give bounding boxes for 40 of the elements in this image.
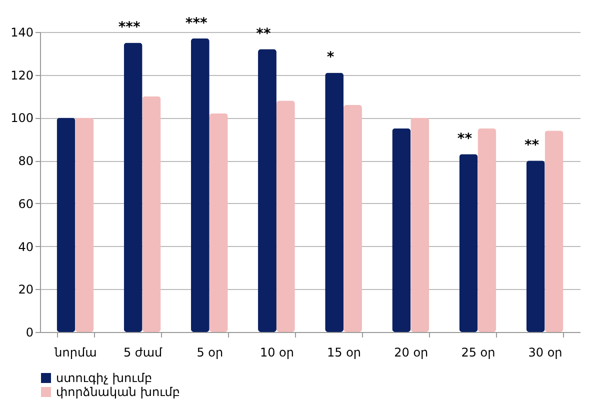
bar (75, 118, 94, 332)
bar (478, 128, 496, 332)
bar (56, 118, 76, 332)
bar (392, 128, 411, 332)
x-tick-label: 15 օր (327, 346, 362, 360)
y-tick-label: 40 (18, 240, 34, 254)
bar (142, 96, 161, 332)
annotation: *** (185, 15, 208, 32)
y-tick-label: 60 (18, 196, 34, 211)
bar (410, 118, 430, 332)
bar (325, 72, 344, 332)
legend-label: ստուգիչ խումբ (56, 371, 152, 385)
bar (459, 154, 478, 332)
x-tick-label: 5 ժամ (123, 346, 163, 360)
bar (209, 113, 228, 332)
y-tick-label: 120 (10, 68, 34, 82)
y-tick-label: 80 (18, 154, 34, 168)
x-tick-label: 10 օր (260, 346, 294, 360)
bar (344, 104, 362, 332)
y-tick-label: 0 (26, 326, 34, 340)
x-tick-label: 25 օր (461, 346, 496, 360)
x-tick-label: 20 օր (394, 346, 428, 360)
annotation: ** (256, 26, 272, 42)
bar (276, 100, 295, 332)
annotation: ** (457, 131, 473, 148)
x-tick-label: 5 օր (196, 346, 224, 360)
bar (526, 160, 545, 332)
annotation: * (326, 50, 335, 66)
x-tick-label: նորմա (54, 346, 97, 360)
legend-label: փորձնական խումբ (56, 385, 180, 399)
bar (124, 42, 142, 332)
bar (544, 130, 564, 332)
y-tick-label: 100 (10, 111, 34, 126)
bar (190, 38, 210, 332)
annotation: *** (118, 20, 141, 36)
bar (258, 49, 276, 332)
y-tick-label: 20 (18, 282, 34, 297)
annotation: ** (524, 138, 540, 154)
y-tick-label: 140 (10, 26, 34, 40)
x-tick-label: 30 օր (528, 346, 562, 360)
